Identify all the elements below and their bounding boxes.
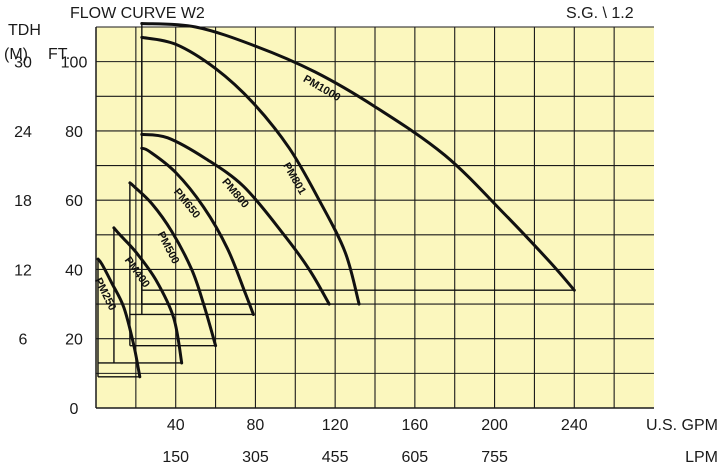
y-tick-label-ft: 0	[70, 401, 79, 418]
x-tick-label-lpm: 755	[481, 449, 508, 466]
y-tick-label-m: 12	[14, 262, 32, 279]
series-curve	[140, 146, 255, 316]
chart-title: FLOW CURVE W2	[70, 5, 205, 22]
series-curve	[140, 35, 361, 306]
y-tick-label-ft: 20	[65, 332, 83, 349]
y-axis-units-meters: (M)	[4, 46, 28, 63]
series-curve	[112, 226, 184, 365]
y-tick-label-ft: 60	[65, 193, 83, 210]
x-tick-label-gpm: 40	[167, 417, 185, 434]
x-axis-units-lpm: LPM	[685, 449, 718, 466]
x-tick-label-lpm: 150	[162, 449, 189, 466]
x-tick-label-lpm: 455	[322, 449, 349, 466]
x-tick-label-gpm: 160	[402, 417, 429, 434]
x-tick-label-gpm: 200	[481, 417, 508, 434]
x-tick-label-gpm: 80	[247, 417, 265, 434]
y-tick-label-ft: 80	[65, 124, 83, 141]
y-axis-units-feet: FT.	[48, 46, 71, 63]
x-tick-label-gpm: 120	[322, 417, 349, 434]
specific-gravity-note: S.G. \ 1.2	[566, 5, 634, 22]
x-axis-units-gpm: U.S. GPM	[646, 417, 718, 434]
y-tick-label-m: 18	[14, 193, 32, 210]
x-tick-label-gpm: 240	[561, 417, 588, 434]
series-curve	[140, 22, 576, 292]
x-tick-label-lpm: 305	[242, 449, 269, 466]
y-tick-label-m: 30	[14, 55, 32, 72]
y-tick-label-m: 6	[19, 332, 28, 349]
x-tick-label-lpm: 605	[402, 449, 429, 466]
y-tick-label-m: 24	[14, 124, 32, 141]
y-axis-title: TDH	[8, 22, 41, 39]
grid	[96, 26, 654, 408]
series-curve	[96, 257, 142, 379]
series-curve	[140, 132, 331, 306]
y-tick-label-ft: 40	[65, 262, 83, 279]
y-tick-label-ft: 100	[61, 55, 88, 72]
